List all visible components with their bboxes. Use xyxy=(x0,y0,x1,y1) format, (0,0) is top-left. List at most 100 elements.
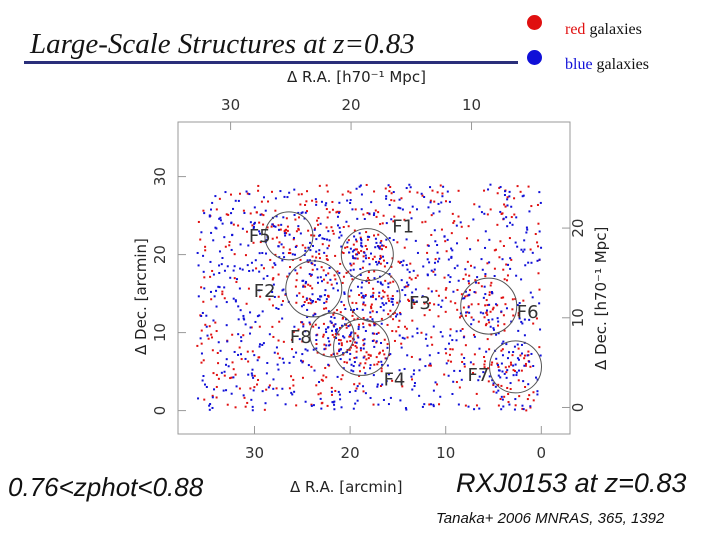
galaxy-point-red xyxy=(406,336,409,339)
galaxy-point-blue xyxy=(424,365,427,368)
galaxy-point-blue xyxy=(217,341,220,344)
galaxy-point-red xyxy=(286,275,289,278)
galaxy-point-red xyxy=(300,193,303,196)
galaxy-point-blue xyxy=(378,247,381,250)
galaxy-point-red xyxy=(329,343,332,346)
galaxy-point-red xyxy=(309,302,312,305)
galaxy-point-blue xyxy=(315,338,318,341)
galaxy-point-blue xyxy=(440,201,443,204)
galaxy-point-blue xyxy=(531,296,534,299)
galaxy-point-red xyxy=(373,332,376,335)
galaxy-point-red xyxy=(295,244,298,247)
galaxy-point-red xyxy=(411,296,414,299)
galaxy-point-blue xyxy=(488,238,491,241)
galaxy-point-red xyxy=(249,387,252,390)
galaxy-point-red xyxy=(386,343,389,346)
galaxy-point-red xyxy=(513,213,516,216)
galaxy-point-blue xyxy=(302,325,305,328)
galaxy-point-blue xyxy=(267,386,270,389)
galaxy-point-blue xyxy=(355,356,358,359)
galaxy-point-red xyxy=(506,279,509,282)
galaxy-point-blue xyxy=(215,305,218,308)
galaxy-point-blue xyxy=(515,371,518,374)
galaxy-point-blue xyxy=(273,295,276,298)
galaxy-point-blue xyxy=(438,210,441,213)
galaxy-point-red xyxy=(393,311,396,314)
galaxy-point-blue xyxy=(299,232,302,235)
galaxy-point-red xyxy=(441,192,444,195)
galaxy-point-red xyxy=(309,323,312,326)
galaxy-point-red xyxy=(354,345,357,348)
galaxy-point-red xyxy=(409,262,412,265)
galaxy-point-blue xyxy=(520,248,523,251)
galaxy-point-blue xyxy=(505,343,508,346)
galaxy-point-blue xyxy=(517,358,520,361)
galaxy-point-blue xyxy=(310,262,313,265)
galaxy-point-red xyxy=(520,369,523,372)
galaxy-point-red xyxy=(522,299,525,302)
galaxy-point-red xyxy=(428,403,431,406)
galaxy-point-blue xyxy=(385,357,388,360)
galaxy-point-blue xyxy=(387,286,390,289)
galaxy-point-red xyxy=(212,372,215,375)
galaxy-point-red xyxy=(502,244,505,247)
galaxy-point-blue xyxy=(377,246,380,249)
galaxy-point-red xyxy=(382,259,385,262)
galaxy-point-red xyxy=(331,208,334,211)
galaxy-point-red xyxy=(197,220,200,223)
galaxy-point-red xyxy=(518,395,521,398)
galaxy-point-blue xyxy=(427,206,430,209)
galaxy-point-red xyxy=(341,193,344,196)
galaxy-point-blue xyxy=(536,393,539,396)
galaxy-point-blue xyxy=(369,364,372,367)
galaxy-point-blue xyxy=(469,248,472,251)
galaxy-point-blue xyxy=(358,185,361,188)
galaxy-point-red xyxy=(502,314,505,317)
galaxy-point-blue xyxy=(223,269,226,272)
galaxy-point-red xyxy=(327,244,330,247)
galaxy-point-blue xyxy=(281,259,284,262)
galaxy-point-blue xyxy=(484,293,487,296)
galaxy-point-blue xyxy=(237,333,240,336)
galaxy-point-red xyxy=(506,274,509,277)
galaxy-point-blue xyxy=(462,336,465,339)
legend-blue-dot xyxy=(527,50,542,65)
galaxy-point-red xyxy=(368,323,371,326)
galaxy-point-blue xyxy=(405,187,408,190)
galaxy-point-blue xyxy=(449,276,452,279)
galaxy-point-blue xyxy=(209,290,212,293)
legend-red-word: red xyxy=(565,21,586,38)
galaxy-point-blue xyxy=(429,362,432,365)
galaxy-point-blue xyxy=(369,295,372,298)
galaxy-point-blue xyxy=(516,304,519,307)
galaxy-point-blue xyxy=(385,197,388,200)
galaxy-point-blue xyxy=(396,313,399,316)
galaxy-point-blue xyxy=(390,297,393,300)
galaxy-point-red xyxy=(428,309,431,312)
galaxy-point-red xyxy=(460,293,463,296)
galaxy-point-blue xyxy=(502,340,505,343)
galaxy-point-blue xyxy=(288,361,291,364)
galaxy-point-blue xyxy=(340,245,343,248)
galaxy-point-red xyxy=(292,378,295,381)
galaxy-point-blue xyxy=(376,280,379,283)
galaxy-point-blue xyxy=(492,327,495,330)
galaxy-point-blue xyxy=(363,251,366,254)
galaxy-point-blue xyxy=(356,217,359,220)
galaxy-point-red xyxy=(328,211,331,214)
galaxy-point-red xyxy=(367,353,370,356)
galaxy-point-red xyxy=(312,325,315,328)
galaxy-point-blue xyxy=(538,230,541,233)
galaxy-point-red xyxy=(332,232,335,235)
galaxy-point-red xyxy=(517,379,520,382)
galaxy-point-red xyxy=(512,369,515,372)
galaxy-point-blue xyxy=(316,281,319,284)
galaxy-point-red xyxy=(365,248,368,251)
galaxy-point-blue xyxy=(241,268,244,271)
galaxy-point-red xyxy=(377,331,380,334)
galaxy-point-blue xyxy=(536,259,539,262)
galaxy-point-blue xyxy=(355,341,358,344)
galaxy-point-blue xyxy=(349,334,352,337)
galaxy-point-red xyxy=(304,203,307,206)
galaxy-point-red xyxy=(232,368,235,371)
